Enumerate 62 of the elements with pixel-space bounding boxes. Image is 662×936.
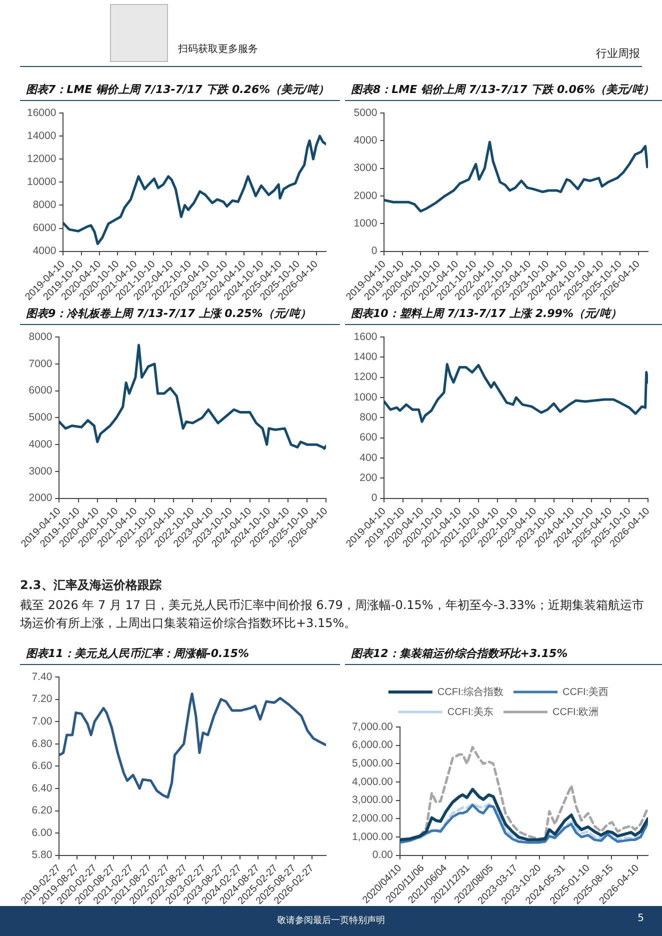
y-tick-label: 6.20	[32, 804, 52, 817]
y-tick-label: 14000	[26, 130, 56, 142]
text: 5	[638, 913, 644, 924]
y-tick-label: 8000	[28, 330, 52, 343]
y-tick-label: 7,000.00	[352, 720, 394, 733]
y-tick-label: 1400	[354, 351, 378, 364]
y-tick-label: 6.60	[32, 760, 52, 772]
y-tick-label: 7000	[28, 358, 52, 370]
text: 截至 2026 年 7 月 17 日，美元兑人民币汇率中间价报 6.79，周涨幅-0.15%，年初至今-3.33%；近期集装箱航运市场运价有所上涨，上周出口集装箱运价综合指数环比+3.15%。	[20, 597, 645, 632]
y-tick-label: 4000	[28, 438, 52, 450]
y-tick-label: 1,000.00	[352, 830, 394, 843]
y-tick-label: 6.00	[32, 826, 52, 839]
y-tick-label: 5.80	[32, 849, 52, 862]
y-tick-label: 0	[371, 245, 378, 258]
text: 行业周报	[596, 46, 640, 61]
y-tick-label: 800	[360, 412, 378, 424]
chart-title: 图表9：冷轧板卷上周 7/13-7/17 上涨 0.25%（元/吨）	[20, 306, 340, 325]
y-tick-label: 4,000.00	[352, 776, 394, 788]
y-tick-label: 12000	[26, 153, 56, 166]
y-tick-label: 1000	[354, 391, 378, 404]
legend-label: CCFI:综合指数	[437, 686, 504, 698]
y-tick-label: 2000	[354, 190, 378, 202]
y-tick-label: 5,000.00	[352, 758, 394, 770]
y-tick-label: 3000	[354, 162, 378, 174]
y-tick-label: 600	[360, 432, 378, 444]
chart-title: 图表10：塑料上周 7/13-7/17 上涨 2.99%（元/吨）	[345, 306, 662, 325]
y-tick-label: 6.40	[32, 782, 52, 794]
y-tick-label: 3,000.00	[352, 794, 394, 806]
y-tick-label: 6000	[28, 384, 52, 397]
chart-title: 图表7：LME 铜价上周 7/13-7/17 下跌 0.26%（美元/吨）	[20, 82, 340, 101]
legend-label: CCFI:美西	[562, 686, 609, 698]
legend-label: CCFI:美东	[447, 706, 494, 718]
y-tick-label: 3000	[28, 465, 52, 478]
y-tick-label: 10000	[26, 176, 56, 188]
y-tick-label: 1000	[354, 218, 378, 230]
chart-title: 图表11：美元兑人民币汇率：周涨幅-0.15%	[20, 646, 340, 665]
y-tick-label: 1200	[354, 371, 378, 384]
y-tick-label: 1600	[354, 330, 378, 343]
legend-label: CCFI:欧洲	[552, 706, 599, 718]
y-tick-label: 6,000.00	[352, 739, 394, 752]
y-tick-label: 5000	[354, 106, 378, 119]
text: 2.3、汇率及海运价格跟踪	[20, 577, 162, 594]
chart-title: 图表12：集装箱运价综合指数环比+3.15%	[345, 646, 662, 665]
y-tick-label: 4000	[32, 245, 56, 258]
text: 敬请参阅最后一页特别声明	[277, 916, 385, 926]
y-tick-label: 6000	[32, 222, 56, 234]
y-tick-label: 200	[360, 472, 378, 484]
y-tick-label: 0.00	[372, 849, 394, 862]
y-tick-label: 400	[360, 452, 378, 464]
y-tick-label: 7.00	[32, 715, 52, 728]
y-tick-label: 4000	[354, 134, 378, 147]
y-tick-label: 2,000.00	[352, 812, 394, 825]
chart-title: 图表8：LME 铝价上周 7/13-7/17 下跌 0.06%（美元/吨）	[345, 82, 662, 101]
y-tick-label: 6.80	[32, 738, 52, 750]
y-tick-label: 8000	[32, 199, 56, 212]
text: 扫码获取更多服务	[178, 42, 258, 56]
y-tick-label: 7.20	[32, 693, 52, 706]
y-tick-label: 2000	[28, 492, 52, 504]
y-tick-label: 7.40	[32, 670, 52, 683]
y-tick-label: 5000	[28, 412, 52, 424]
y-tick-label: 16000	[26, 106, 56, 119]
y-tick-label: 0	[371, 492, 378, 504]
